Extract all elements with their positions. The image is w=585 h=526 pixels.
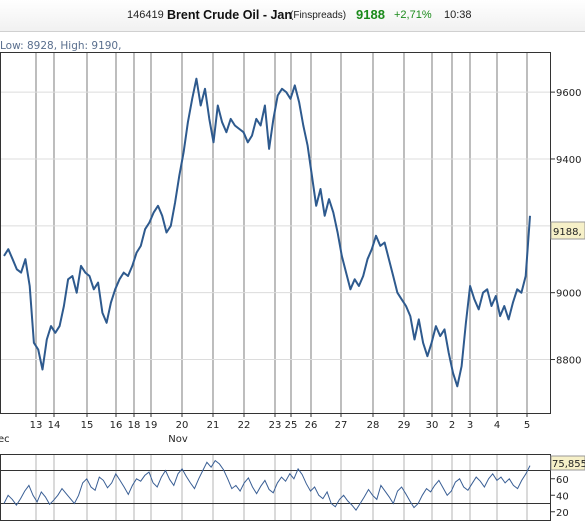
instrument-id: 146419 <box>127 9 164 21</box>
y-tick-label: 60 <box>556 475 569 486</box>
x-tick-label: 25 <box>285 420 298 431</box>
x-tick-label: 18 <box>128 420 141 431</box>
quote-header: 146419 Brent Crude Oil - Jan (Finspreads… <box>0 0 585 32</box>
y-tick-label: 9400 <box>556 155 581 166</box>
x-tick-label: 28 <box>367 420 380 431</box>
indicator-badge: 75,855 <box>550 455 585 471</box>
y-tick-label: 9600 <box>556 88 581 99</box>
x-tick-label: 22 <box>238 420 251 431</box>
last-price: 9188 <box>356 7 385 22</box>
x-tick-label: 15 <box>81 420 94 431</box>
x-tick-label: 13 <box>30 420 43 431</box>
price-badge-box <box>550 221 585 240</box>
x-tick-label: 16 <box>110 420 123 431</box>
price-line <box>3 77 531 388</box>
month-label: Dec <box>0 434 10 445</box>
x-tick-label: 19 <box>145 420 158 431</box>
y-tick-label: 9000 <box>556 289 581 300</box>
x-axis: 131415161819202122232526272829302345NovD… <box>0 413 530 445</box>
instrument-title: Brent Crude Oil - Jan <box>167 8 293 22</box>
indicator-plot-frame <box>0 454 551 521</box>
x-tick-label: 2 <box>449 420 455 431</box>
x-tick-label: 30 <box>426 420 439 431</box>
indicator-badge-text: 75,855 <box>552 459 585 470</box>
x-tick-label: 27 <box>335 420 348 431</box>
indicator-line <box>3 459 531 511</box>
y-axis-indicator: 20 40 60 <box>550 475 569 519</box>
price-change: +2,71% <box>394 9 432 21</box>
y-tick-label: 8800 <box>556 356 581 367</box>
y-tick-label: 20 <box>556 508 569 519</box>
x-tick-label: 23 <box>269 420 282 431</box>
x-tick-label: 3 <box>467 420 473 431</box>
x-tick-label: 21 <box>207 420 220 431</box>
indicator-badge-box <box>550 455 585 471</box>
quote-time: 10:38 <box>444 9 472 21</box>
indicator-grid <box>0 454 550 520</box>
x-tick-label: 14 <box>48 420 61 431</box>
indicator-series <box>3 459 531 511</box>
price-series <box>3 77 531 388</box>
x-tick-label: 4 <box>494 420 500 431</box>
x-tick-label: 29 <box>398 420 411 431</box>
x-tick-label: 5 <box>524 420 530 431</box>
x-tick-label: 26 <box>305 420 318 431</box>
x-tick-label: 20 <box>176 420 189 431</box>
price-source: (Finspreads) <box>290 10 347 21</box>
main-grid <box>0 52 550 413</box>
price-badge: 9188, <box>550 221 585 240</box>
price-badge-text: 9188, <box>553 227 582 238</box>
month-label: Nov <box>168 434 188 445</box>
y-tick-label: 40 <box>556 491 569 502</box>
low-high-label: Low: 8928, High: 9190, <box>0 40 122 52</box>
